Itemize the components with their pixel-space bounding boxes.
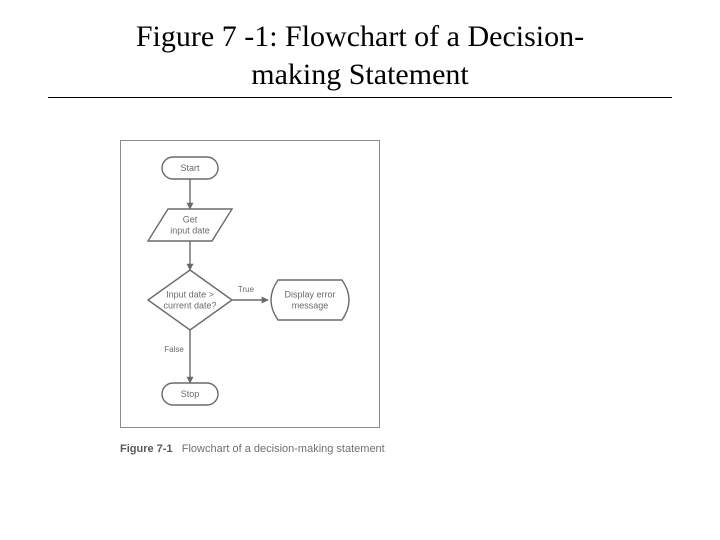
flowchart-svg: True False Start Getinput date Input date >c… (120, 140, 380, 428)
node-label: input date (170, 226, 210, 236)
title-line-2: making Statement (251, 58, 468, 91)
flow-node-start: Start (162, 157, 218, 179)
figure-container: True False Start Getinput date Input date >c… (120, 140, 385, 455)
flow-node-display: Display errormessage (271, 280, 349, 320)
caption-text: Flowchart of a decision-making statement (182, 443, 385, 455)
node-label: Get (183, 215, 198, 225)
title-underline (48, 97, 672, 98)
node-label: current date? (163, 301, 216, 311)
title-line-1: Figure 7 -1: Flowchart of a Decision- (136, 20, 584, 53)
flow-node-stop: Stop (162, 383, 218, 405)
node-label: Start (180, 163, 200, 173)
node-label: Display error (284, 290, 335, 300)
edge-label: False (164, 345, 184, 354)
node-label: Stop (181, 389, 200, 399)
node-label: message (292, 301, 329, 311)
page-title: Figure 7 -1: Flowchart of a Decision- ma… (0, 0, 720, 93)
node-label: Input date > (166, 290, 214, 300)
caption-label: Figure 7-1 (120, 443, 173, 455)
edge-label: True (238, 285, 255, 294)
figure-caption: Figure 7-1 Flowchart of a decision-makin… (120, 443, 385, 455)
